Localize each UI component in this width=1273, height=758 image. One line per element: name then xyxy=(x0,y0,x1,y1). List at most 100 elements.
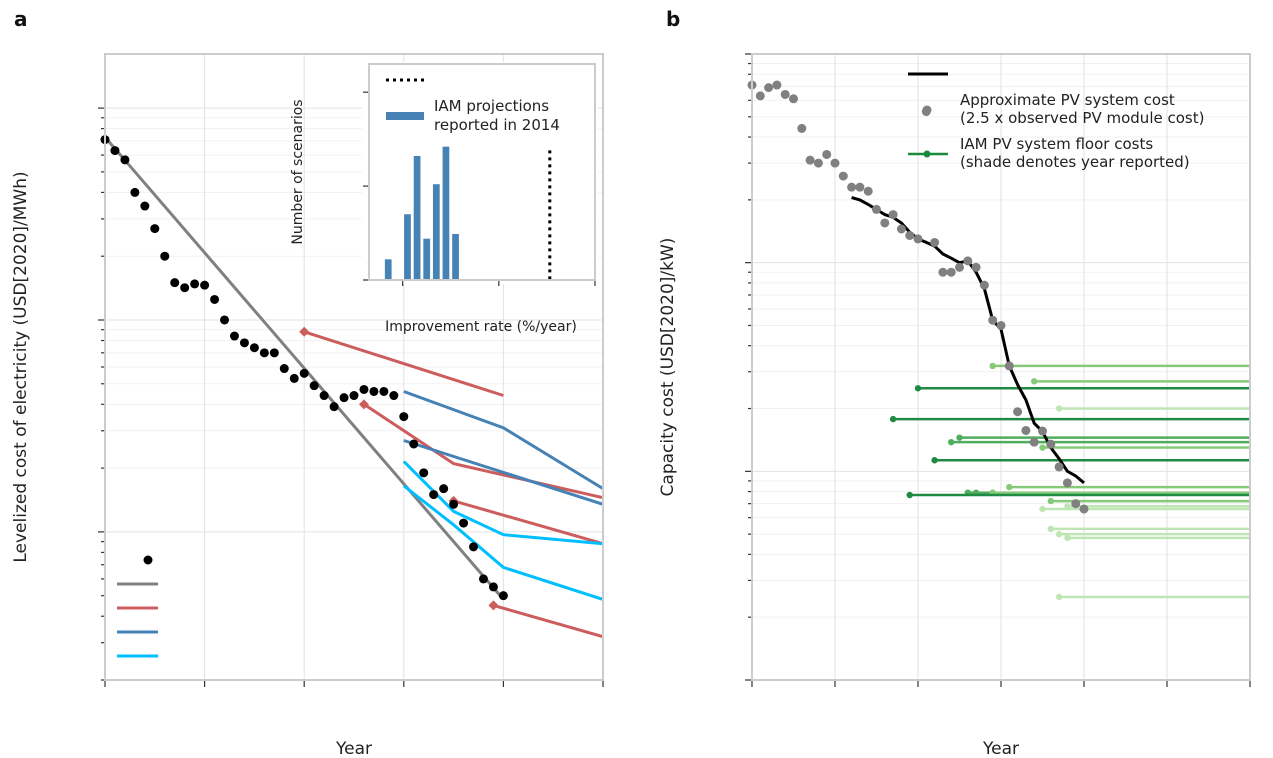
panel-b-legend-marker xyxy=(922,105,932,115)
panel-a-observed-point xyxy=(220,315,230,325)
panel-b-floor-cost-start xyxy=(1055,593,1063,601)
panel-a-observed-point xyxy=(110,146,120,156)
panel-a-legend xyxy=(117,555,158,658)
inset-xlabel: Improvement rate (%/year) xyxy=(385,319,577,335)
panel-a-series-line xyxy=(492,603,604,639)
panel-a-projection-start-marker xyxy=(358,399,369,410)
panel-b-approx-cost-point xyxy=(905,230,915,240)
panel-b-legend: Approximate PV system cost (2.5 x observe… xyxy=(908,72,1204,171)
panel-a-xlabel: Year xyxy=(335,739,372,758)
panel-a-observed-point xyxy=(170,278,180,288)
panel-b-approx-cost-point xyxy=(1029,437,1039,447)
panel-b-approx-cost-point xyxy=(822,149,832,159)
panel-a-observed-point xyxy=(369,386,379,396)
panel-b-approx-cost-point xyxy=(847,182,857,192)
panel-a-observed-point xyxy=(120,155,130,165)
panel-b-approx-cost-point xyxy=(880,218,890,228)
panel-b-approx-cost-point xyxy=(1071,499,1081,509)
panel-a-observed-point xyxy=(269,348,279,358)
panel-a-series-line xyxy=(303,330,504,397)
panel-b-floor-cost-start xyxy=(1039,505,1046,513)
panel-b-floor-cost-start xyxy=(989,362,996,370)
panel-a-projection-start-marker xyxy=(299,326,310,337)
panel-b-approx-cost-point xyxy=(988,315,998,325)
panel-b-floor-cost-start xyxy=(956,434,963,441)
panel-a-frame xyxy=(104,53,604,681)
inset-legend-bar xyxy=(386,112,424,120)
panel-a-observed-point xyxy=(190,279,200,289)
panel-b-floor-cost-start xyxy=(914,385,922,392)
panel-a-observed-point xyxy=(339,393,349,403)
panel-b-legend-label-line: IAM PV system floor costs xyxy=(960,135,1153,153)
panel-b-approx-cost-point xyxy=(971,262,981,272)
panel-b-floor-cost-start xyxy=(1006,483,1013,491)
panel-b-approx-cost-point xyxy=(888,210,898,220)
panel-a-series-line xyxy=(103,136,505,601)
panel-a-observed-point xyxy=(379,386,389,396)
panel-a-observed-point xyxy=(210,294,220,304)
panel-b-floor-cost-start xyxy=(1039,444,1046,451)
inset-background xyxy=(362,62,598,284)
panel-b-approx-cost-point xyxy=(1038,426,1047,436)
inset-histogram-bar xyxy=(404,214,411,280)
panel-a-observed-point xyxy=(309,381,319,391)
panel-a-observed-point xyxy=(249,343,259,353)
panel-a-observed-point xyxy=(419,468,429,478)
panel-a-observed-point xyxy=(160,251,170,261)
panel-b-legend-label-line: Approximate PV system cost xyxy=(960,91,1175,109)
panel-b-legend-floor-marker xyxy=(923,150,931,158)
panel-b-approx-cost-point xyxy=(755,91,765,101)
inset-histogram-bar xyxy=(384,259,392,280)
panel-b-approx-cost-point xyxy=(913,234,923,244)
panel-a-observed-point xyxy=(449,499,459,509)
panel-a-observed-point xyxy=(140,201,150,211)
panel-b-floor-cost-start xyxy=(906,491,913,499)
panel-b-floor-cost-start xyxy=(889,415,897,423)
panel-b-approx-cost-point xyxy=(955,262,964,272)
panel-b-floor-cost-start xyxy=(931,457,938,464)
panel-b-approx-cost-point xyxy=(979,280,989,290)
panel-b-approx-cost-point xyxy=(1021,425,1031,435)
panel-b-approx-cost-point xyxy=(855,182,865,192)
panel-b-xlabel: Year xyxy=(982,739,1019,758)
inset-marks xyxy=(384,146,552,280)
panel-a-observed-point xyxy=(329,402,339,412)
inset-legend-label: IAM projections reported in 2014 xyxy=(434,97,560,134)
panel-a-observed-point xyxy=(359,384,369,394)
panel-b-legend-label: IAM PV system floor costs (shade denotes … xyxy=(960,135,1190,171)
panel-b-approx-cost-point xyxy=(930,237,940,247)
panel-b-approx-cost-point xyxy=(863,186,873,196)
inset-frame xyxy=(368,63,596,281)
panel-a-observed-point xyxy=(229,331,239,341)
panel-a-observed-point xyxy=(409,439,419,449)
panel-a-observed-point xyxy=(279,364,289,374)
panel-a-series-line xyxy=(402,460,604,546)
panel-a-observed-point xyxy=(180,283,190,293)
panel-b-approx-cost-point xyxy=(813,158,823,168)
panel-b-approx-cost-point xyxy=(1013,407,1023,417)
panel-b-letter: b xyxy=(666,7,680,31)
panel-b-marks xyxy=(747,80,1250,601)
panel-a-series-line xyxy=(403,390,604,490)
panel-a-observed-point xyxy=(488,582,498,592)
panel-b-legend-label-line: (2.5 x observed PV module cost) xyxy=(960,109,1204,127)
panel-b-approx-cost-point xyxy=(780,89,790,99)
panel-a-observed-point xyxy=(498,591,508,601)
panel-a-observed-point xyxy=(459,518,469,528)
panel-b-approx-cost-point xyxy=(896,224,906,234)
panel-a-series-line xyxy=(403,439,604,506)
panel-a-observed-point xyxy=(429,490,439,500)
panel-a-chart: Year Levelized cost of electricity (USD[… xyxy=(11,53,604,758)
inset-histogram-bar xyxy=(452,233,459,280)
panel-b-ylabel: Capacity cost (USD[2020]/kW) xyxy=(658,238,678,497)
legend-marker xyxy=(143,555,153,565)
inset-histogram-bar xyxy=(432,184,440,280)
panel-a-observed-point xyxy=(469,542,479,552)
panel-b-approx-cost-point xyxy=(805,155,815,165)
panel-b-floor-cost-start xyxy=(1031,378,1038,385)
inset-legend-label-line: IAM projections xyxy=(434,97,549,115)
panel-a-inset: Improvement rate (%/year) Number of scen… xyxy=(290,62,598,335)
panel-a-observed-point xyxy=(349,391,359,401)
panel-a-observed-point xyxy=(399,412,409,422)
panel-b-approx-cost-point xyxy=(1046,439,1056,449)
